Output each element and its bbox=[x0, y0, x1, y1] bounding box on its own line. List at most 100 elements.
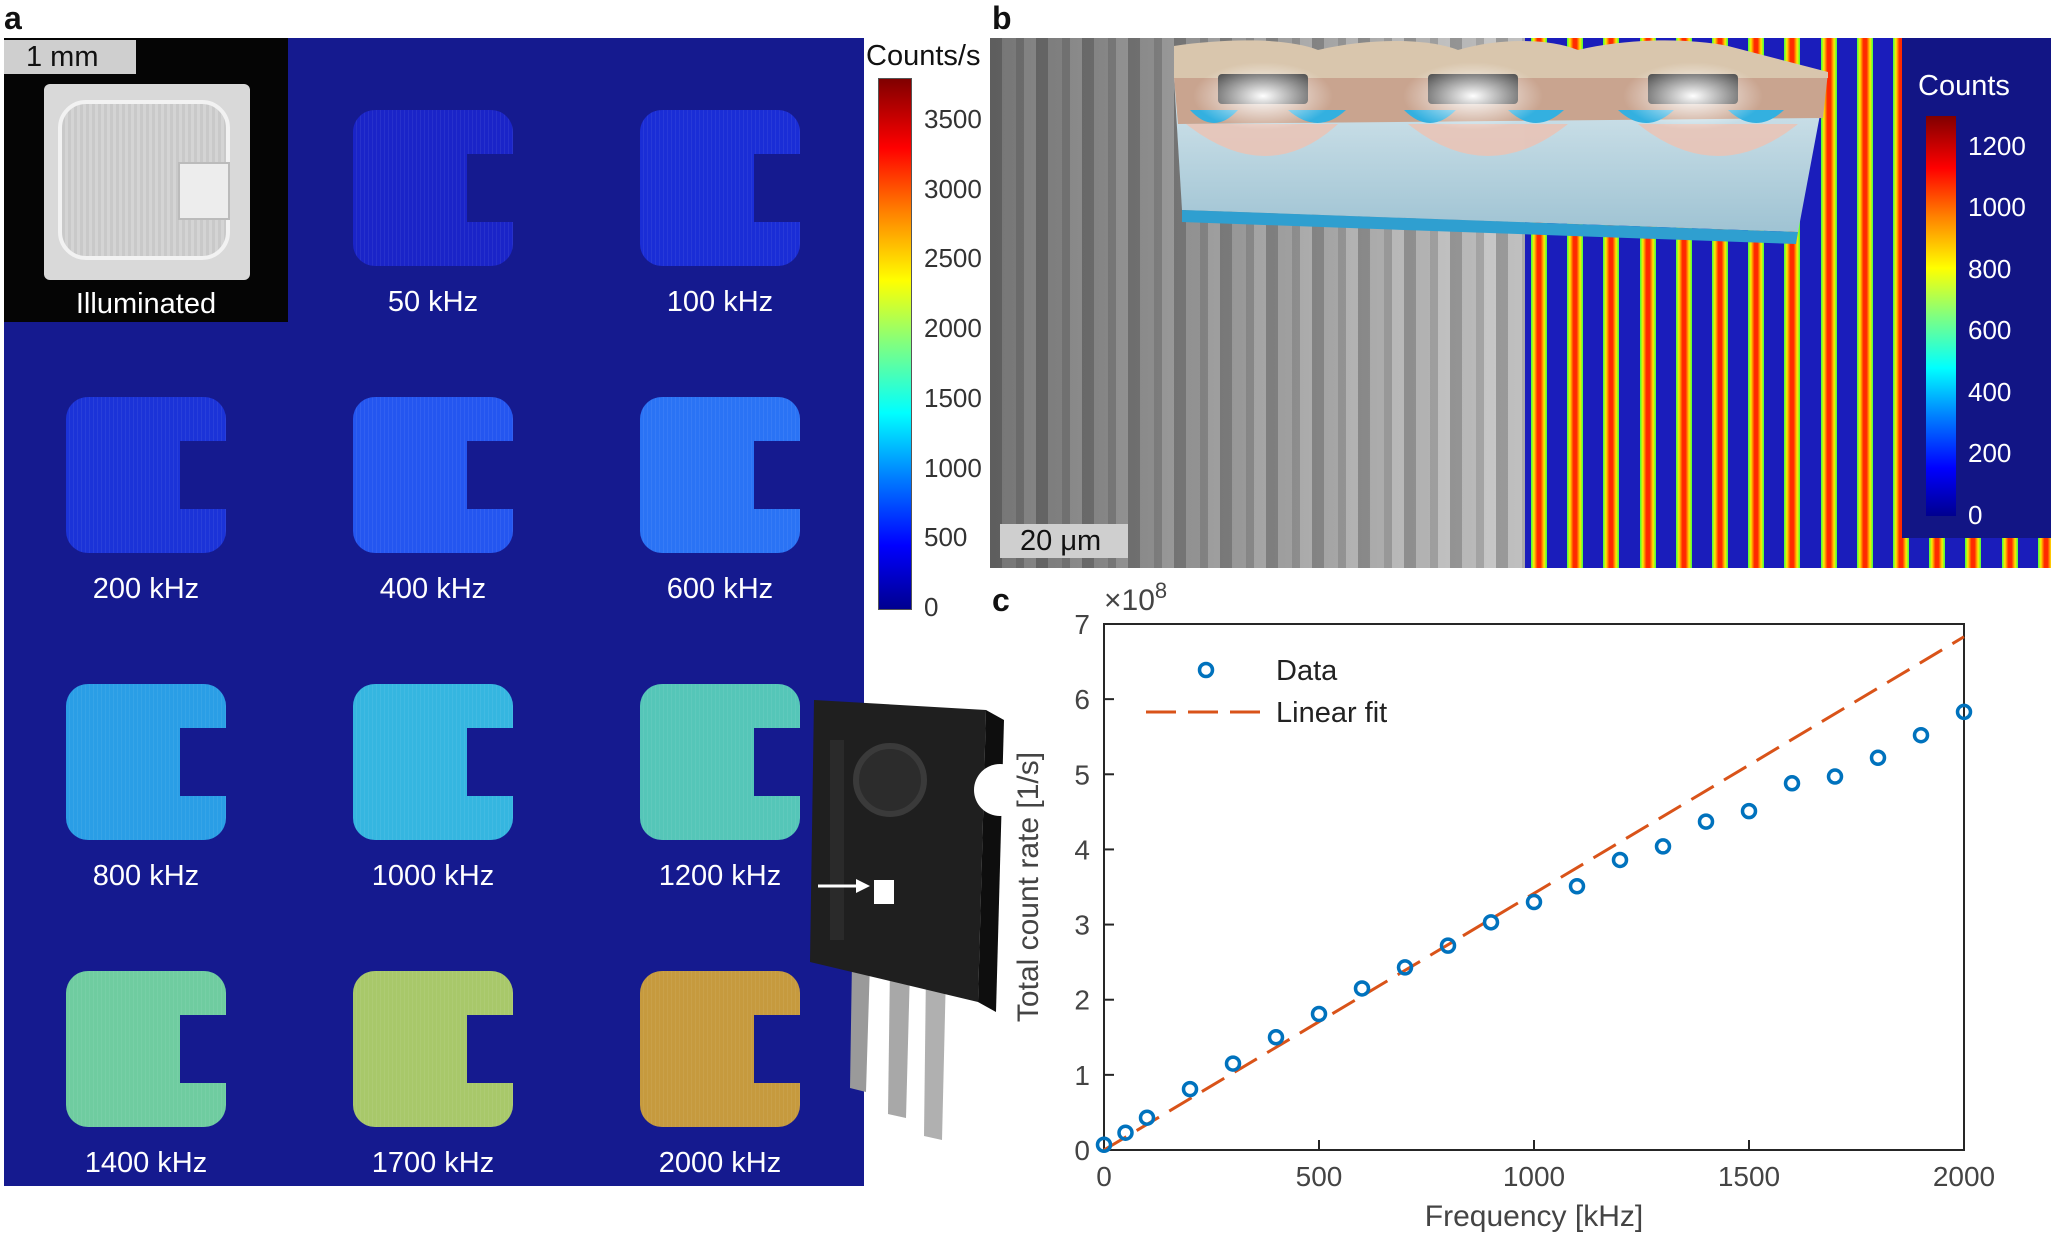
legend-data-marker bbox=[1197, 661, 1215, 679]
data-point bbox=[1654, 838, 1672, 855]
tile-frequency-label: 50 kHz bbox=[387, 286, 479, 318]
data-point bbox=[1525, 893, 1543, 911]
tile-frequency-label: 600 kHz bbox=[666, 573, 774, 605]
data-point bbox=[1912, 726, 1930, 744]
scale-bar-b: 20 μm bbox=[1000, 524, 1128, 558]
colorbar-a-tick: 0 bbox=[924, 592, 939, 622]
data-point bbox=[1697, 813, 1715, 830]
data-point bbox=[1740, 802, 1758, 820]
tile-image bbox=[66, 684, 226, 840]
tile-image bbox=[640, 110, 800, 266]
emission-stripe bbox=[1856, 38, 1873, 568]
colorbar-a-tick: 1000 bbox=[924, 452, 982, 483]
tile-image bbox=[353, 110, 513, 266]
tile-image bbox=[353, 684, 513, 840]
transistor-package-illustration bbox=[810, 700, 1026, 1140]
colorbar-b-tick: 1000 bbox=[1968, 192, 2026, 223]
colorbar-b bbox=[1926, 116, 1956, 516]
y-tick-label: 4 bbox=[1074, 834, 1090, 865]
colorbar-a-tick: 500 bbox=[924, 522, 968, 553]
data-point bbox=[1955, 703, 1973, 721]
device-cross-section-illustration bbox=[1174, 40, 1828, 244]
colorbar-b-tick: 1200 bbox=[1968, 130, 2026, 161]
tile-frequency-label: 1700 kHz bbox=[371, 1147, 495, 1179]
colorbar-a-tick: 1500 bbox=[924, 382, 982, 413]
tile-frequency-label: 1200 kHz bbox=[658, 860, 782, 892]
tile-image bbox=[640, 397, 800, 553]
x-tick-label: 1000 bbox=[1503, 1161, 1565, 1192]
data-point bbox=[1869, 749, 1887, 767]
colorbar-a-tick: 2000 bbox=[924, 313, 982, 344]
tile-frequency-label: 100 kHz bbox=[666, 286, 774, 318]
colorbar-a-title: Counts/s bbox=[866, 40, 981, 72]
colorbar-b-tick: 800 bbox=[1968, 253, 2012, 284]
legend-data-label: Data bbox=[1276, 655, 1338, 687]
tile-frequency-label: 400 kHz bbox=[379, 573, 487, 605]
tile-image bbox=[353, 397, 513, 553]
y-tick-label: 0 bbox=[1074, 1135, 1090, 1166]
data-point bbox=[1117, 1124, 1134, 1141]
die-window bbox=[874, 880, 894, 904]
tile-frequency-label: 1000 kHz bbox=[371, 860, 495, 892]
data-point bbox=[1439, 937, 1457, 954]
x-tick-label: 0 bbox=[1096, 1161, 1112, 1192]
x-axis-label: Frequency [kHz] bbox=[1425, 1200, 1643, 1233]
panel-b-microscopy: 20 μm Counts 0 200 400 600 800 1000 1200 bbox=[990, 38, 2051, 568]
x-tick-label: 500 bbox=[1296, 1161, 1343, 1192]
chart-legend: Data Linear fit bbox=[1146, 655, 1387, 729]
colorbar-b-tick: 0 bbox=[1968, 500, 1983, 530]
tile-image bbox=[353, 971, 513, 1127]
data-point bbox=[1826, 768, 1844, 785]
y-tick-label: 2 bbox=[1074, 985, 1090, 1016]
tile-frequency-label: 1400 kHz bbox=[84, 1147, 208, 1179]
y-tick-label: 3 bbox=[1074, 910, 1090, 941]
tile-image bbox=[640, 684, 800, 840]
panel-a-image-grid: 1 mm Illuminated 50 kHz 100 kHz 200 kHz 400… bbox=[4, 38, 864, 1186]
colorbar-a-tick: 2500 bbox=[924, 243, 982, 274]
y-axis-label: Total count rate [1/s] bbox=[1012, 752, 1045, 1022]
data-point bbox=[1310, 1005, 1328, 1023]
data-point bbox=[1095, 1136, 1113, 1153]
data-point bbox=[1181, 1080, 1199, 1098]
data-point bbox=[1138, 1109, 1156, 1126]
panel-letter-a: a bbox=[4, 0, 22, 36]
data-point bbox=[1783, 775, 1801, 792]
colorbar-b-title: Counts bbox=[1918, 70, 2010, 102]
panel-letter-c: c bbox=[992, 582, 1010, 618]
x-tick-label: 1500 bbox=[1718, 1161, 1780, 1192]
tile-image bbox=[640, 971, 800, 1127]
colorbar-b-tick: 400 bbox=[1968, 376, 2012, 407]
colorbar-a bbox=[878, 78, 912, 610]
tile-frequency-label: 200 kHz bbox=[92, 573, 200, 605]
legend-fit-label: Linear fit bbox=[1276, 697, 1387, 729]
tile-frequency-label: 2000 kHz bbox=[658, 1147, 782, 1179]
colorbar-a-tick: 3000 bbox=[924, 173, 982, 204]
linear-fit-line bbox=[1103, 635, 1965, 1152]
package-leads bbox=[850, 960, 946, 1140]
arrow-head-icon bbox=[856, 879, 870, 893]
scale-bar-a: 1 mm bbox=[4, 40, 136, 74]
y-tick-label: 5 bbox=[1074, 759, 1090, 790]
data-point bbox=[1353, 980, 1371, 997]
count-rate-chart: 0 500 1000 1500 2000 0 1 2 3 4 5 6 7 ×108 Frequency … bbox=[1012, 578, 1995, 1233]
y-tick-label: 1 bbox=[1074, 1060, 1090, 1091]
illuminated-label: Illuminated bbox=[75, 288, 217, 320]
colorbar-b-tick: 600 bbox=[1968, 315, 2012, 346]
x-tick-label: 2000 bbox=[1933, 1161, 1995, 1192]
tile-image bbox=[66, 397, 226, 553]
data-point bbox=[1611, 851, 1629, 869]
illuminated-chip-image bbox=[44, 84, 250, 280]
panel-letter-b: b bbox=[992, 0, 1012, 36]
illuminated-tile: 1 mm Illuminated bbox=[4, 38, 288, 322]
y-exponent-label: ×108 bbox=[1104, 578, 1167, 617]
data-point bbox=[1568, 877, 1586, 895]
tile-frequency-label: 800 kHz bbox=[92, 860, 200, 892]
data-point bbox=[1482, 914, 1500, 931]
colorbar-a-tick: 3500 bbox=[924, 103, 982, 134]
y-tick-label: 6 bbox=[1074, 684, 1090, 715]
colorbar-b-tick: 200 bbox=[1968, 438, 2012, 469]
tile-image bbox=[66, 971, 226, 1127]
data-point bbox=[1224, 1055, 1242, 1072]
y-tick-label: 7 bbox=[1074, 609, 1090, 640]
emission-stripe bbox=[1820, 38, 1837, 568]
